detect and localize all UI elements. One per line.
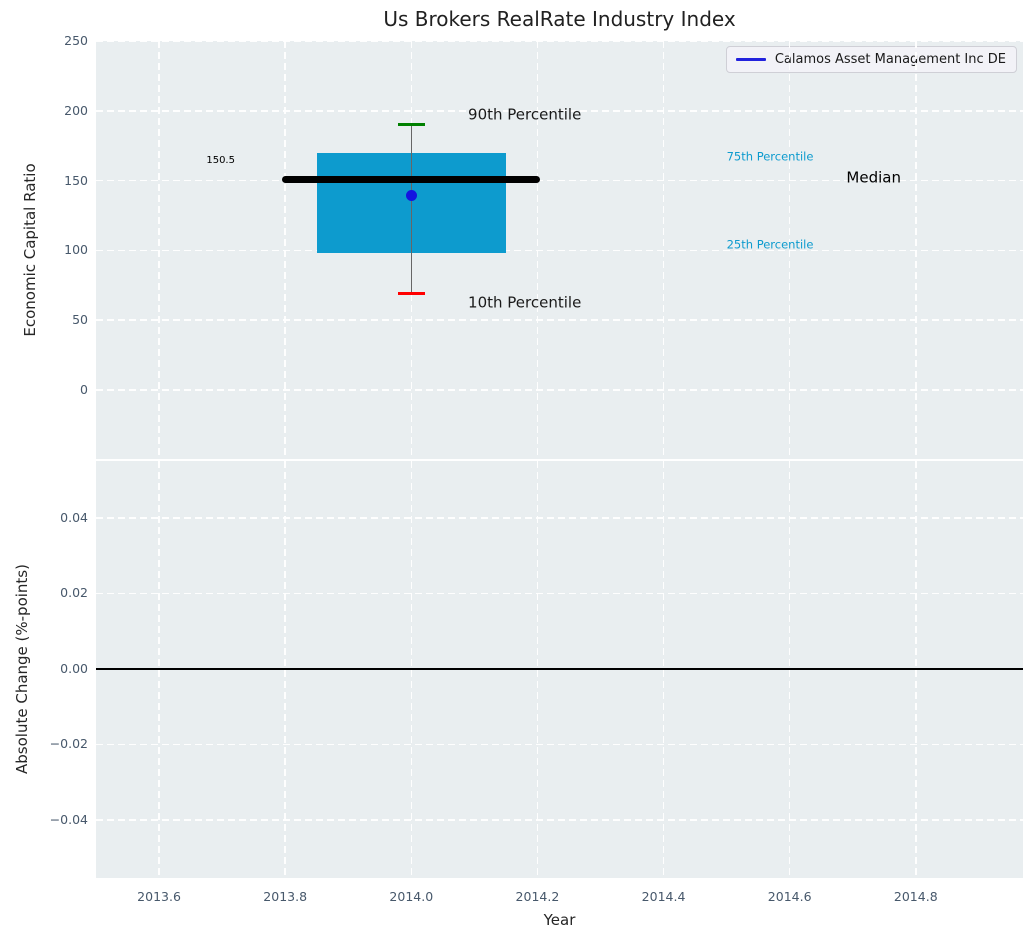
y-gridline	[96, 517, 1023, 519]
median-line	[282, 176, 541, 184]
bottom-plot-area	[96, 461, 1023, 878]
y-tick-label: 200	[64, 102, 88, 118]
x-axis-label: Year	[543, 911, 576, 929]
company-data-point	[405, 190, 417, 202]
y-tick-label: 0.02	[60, 585, 88, 601]
annotation-150-5: 150.5	[206, 155, 235, 167]
y-gridline	[96, 41, 1023, 42]
x-tick-label: 2014.2	[515, 889, 560, 904]
whisker-cap-10th	[397, 292, 425, 296]
y-tick-label: 100	[64, 242, 88, 258]
legend-line-icon	[735, 58, 766, 61]
annotation-90th-percentile: 90th Percentile	[468, 105, 582, 124]
y-gridline	[96, 110, 1023, 112]
annotation-25th-percentile: 25th Percentile	[726, 237, 814, 252]
y-tick-label: 0	[80, 382, 88, 398]
x-tick-label: 2014.4	[641, 889, 686, 904]
y-tick-label: −0.02	[49, 736, 88, 752]
y-gridline	[96, 179, 1023, 182]
y-tick-label: 50	[72, 312, 88, 328]
whisker-line	[410, 124, 412, 294]
y-gridline	[96, 592, 1023, 595]
chart-title: Us Brokers RealRate Industry Index	[383, 7, 736, 31]
x-tick-label: 2013.8	[263, 889, 308, 904]
y-tick-label: 0.00	[60, 660, 88, 676]
y-gridline	[96, 319, 1023, 321]
x-tick-label: 2014.0	[389, 889, 434, 904]
legend: Calamos Asset Management Inc DE	[725, 46, 1017, 73]
zero-line	[96, 667, 1023, 670]
y-tick-label: 0.04	[60, 509, 88, 525]
y-tick-label: 250	[64, 33, 88, 48]
x-tick-label: 2013.6	[137, 889, 181, 904]
annotation-75th-percentile: 75th Percentile	[726, 149, 814, 164]
x-tick-label: 2014.6	[767, 889, 812, 904]
y-gridline	[96, 743, 1023, 746]
legend-label: Calamos Asset Management Inc DE	[774, 52, 1006, 67]
y-tick-label: 150	[64, 172, 88, 188]
annotation-10th-percentile: 10th Percentile	[468, 293, 582, 312]
y-gridline	[96, 389, 1023, 391]
top-plot-area: Calamos Asset Management Inc DE 90th Per…	[96, 41, 1023, 459]
whisker-cap-90th	[397, 123, 425, 127]
x-tick-label: 2014.8	[893, 889, 938, 904]
annotation-median: Median	[846, 168, 901, 187]
y-axis-label-bottom: Absolute Change (%-points)	[13, 564, 31, 774]
y-gridline	[96, 819, 1023, 821]
y-tick-label: −0.04	[49, 811, 88, 827]
y-gridline	[96, 249, 1023, 252]
